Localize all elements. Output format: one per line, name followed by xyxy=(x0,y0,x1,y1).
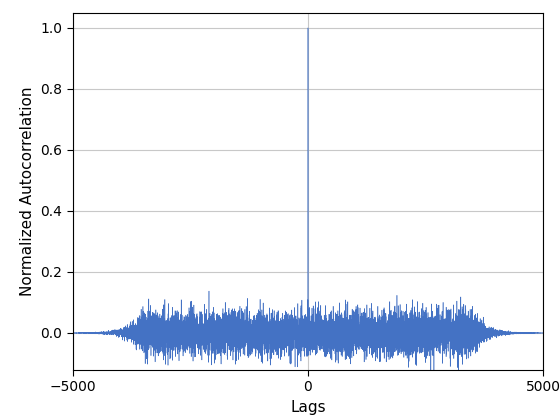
X-axis label: Lags: Lags xyxy=(290,399,326,415)
Y-axis label: Normalized Autocorrelation: Normalized Autocorrelation xyxy=(20,87,35,296)
